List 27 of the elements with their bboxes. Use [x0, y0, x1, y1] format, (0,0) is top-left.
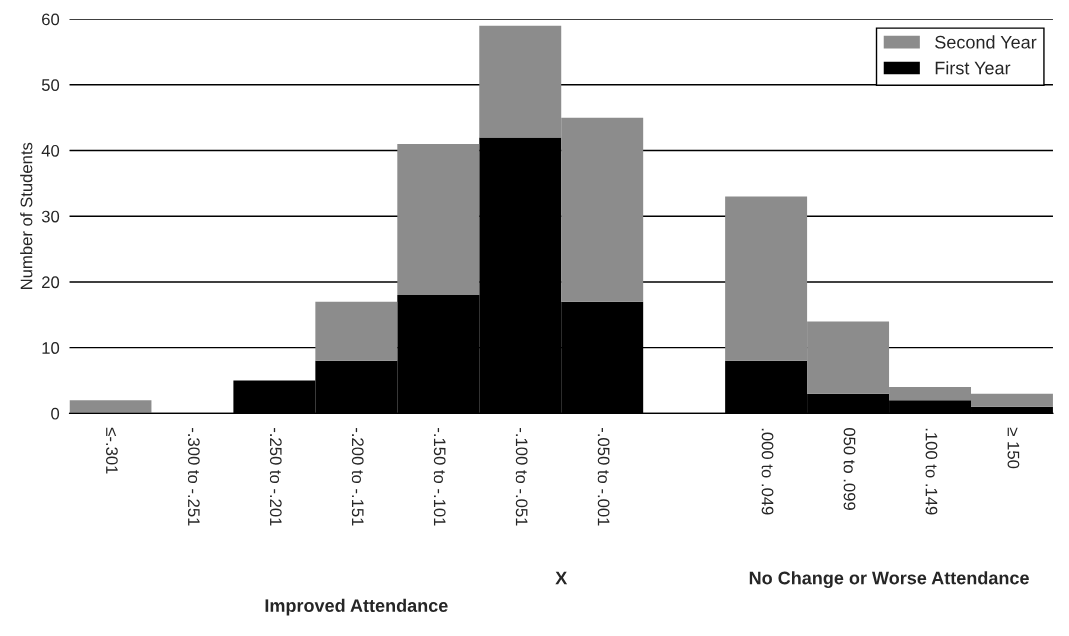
x-tick-label: -.300 to -.251	[187, 428, 200, 526]
x-tick-label: ≤-.301	[105, 427, 118, 474]
text: No Change or Worse Attendance	[749, 571, 1029, 589]
x-tick-label: -.250 to -.201	[269, 428, 282, 526]
bar	[69, 400, 152, 414]
y-tick-label: 20	[42, 276, 60, 289]
y-tick-label: 60	[42, 13, 60, 26]
x-axis-title: X	[555, 571, 568, 585]
x-tick-label: -.150 to -.101	[433, 428, 446, 526]
bar	[397, 143, 480, 296]
y-tick-label: 10	[42, 342, 60, 354]
y-tick-label: 30	[41, 210, 60, 223]
y-tick-label: 40	[41, 144, 60, 157]
x-tick-label: .100 to .149	[925, 428, 938, 515]
x-tick-label: -.100 to -.051	[515, 428, 528, 526]
x-tick-label: .000 to .049	[761, 428, 774, 515]
x-tick-label: 050 to .099	[843, 427, 856, 510]
x-tick-label: ≥ 150	[1007, 427, 1020, 469]
text: Improved Attendance	[265, 598, 448, 616]
y-tick-label: 50	[41, 79, 60, 91]
legend-label: First Year	[935, 61, 1011, 75]
bar	[315, 301, 398, 361]
x-tick-label: -.200 to -.151	[351, 428, 364, 526]
y-axis-title: Number of Students	[20, 142, 33, 289]
y-tick-label: 0	[51, 407, 60, 420]
legend-label: Second Year	[935, 35, 1037, 49]
x-tick-label: -.050 to -.001	[597, 428, 610, 526]
